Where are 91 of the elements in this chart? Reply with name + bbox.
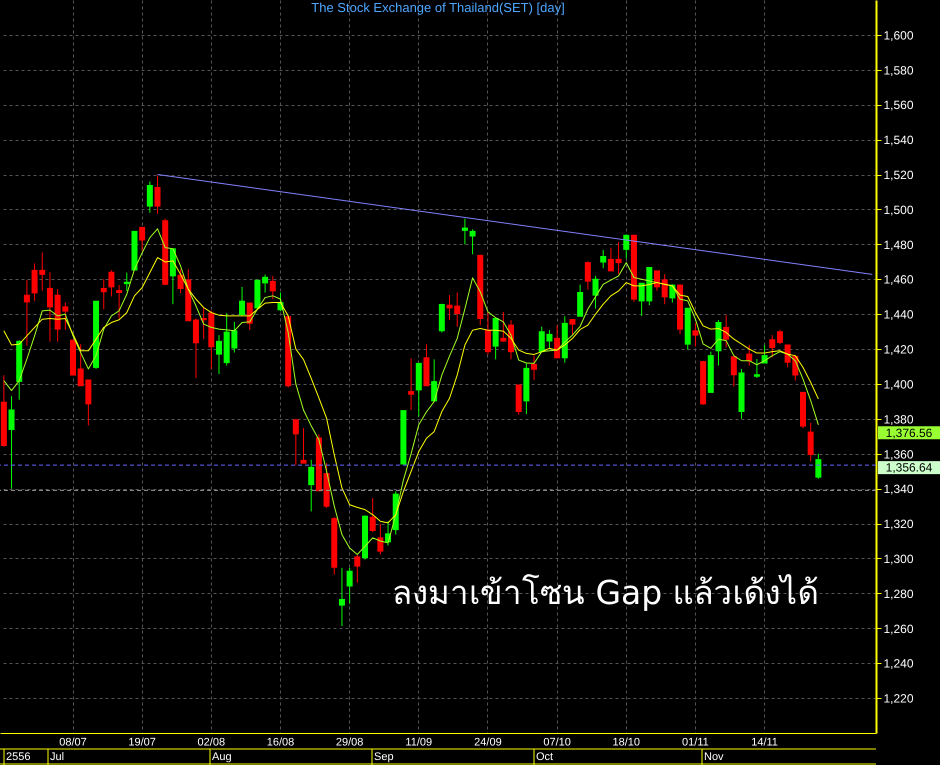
x-tick-label: 16/08 <box>266 736 294 748</box>
candlestick <box>577 284 584 317</box>
candlestick <box>638 282 645 316</box>
candlestick <box>308 459 314 512</box>
candlestick <box>146 181 153 214</box>
y-tick-label: 1,280 <box>884 586 914 601</box>
y-tick-label: 1,340 <box>884 482 914 496</box>
candlestick <box>231 321 238 354</box>
x-tick-label: 11/09 <box>405 736 432 748</box>
candlestick <box>239 286 246 316</box>
candlestick <box>746 344 752 366</box>
y-tick-label: 1,480 <box>884 238 914 252</box>
y-tick-label: 1,260 <box>884 622 914 636</box>
x-tick-label: 14/11 <box>751 736 778 748</box>
candlestick <box>462 218 468 245</box>
y-tick-label: 1,380 <box>884 412 914 426</box>
y-tick-label: 1,360 <box>884 447 914 462</box>
candlestick <box>108 270 114 298</box>
text: Aug <box>212 751 232 763</box>
y-tick-label: 1,420 <box>884 342 914 357</box>
x-tick-label: 19/07 <box>128 736 156 748</box>
candlestick <box>116 284 122 320</box>
candlestick <box>538 326 545 353</box>
candlestick <box>85 379 92 426</box>
text: 1,376.56 <box>886 426 933 440</box>
candlestick <box>354 554 360 584</box>
candlestick <box>270 275 276 300</box>
text: Nov <box>704 751 724 763</box>
candlestick <box>431 358 438 402</box>
candlestick <box>370 498 376 532</box>
candlestick <box>139 226 146 252</box>
y-tick-label: 1,520 <box>884 168 914 182</box>
x-tick-label: 24/09 <box>474 736 502 748</box>
y-tick-label: 1,500 <box>884 202 914 217</box>
candlestick <box>39 252 46 292</box>
y-tick-label: 1,540 <box>884 133 914 148</box>
text: 1,356.64 <box>886 460 933 475</box>
candlestick <box>754 358 760 379</box>
candlestick <box>784 344 791 368</box>
text: 2556 <box>6 751 30 763</box>
candlestick <box>592 275 599 310</box>
candlestick <box>178 268 184 294</box>
y-tick-label: 1,300 <box>884 552 914 566</box>
candlestick <box>32 262 38 302</box>
candlestick <box>292 418 299 466</box>
candlestick <box>300 428 307 464</box>
candlestick <box>62 302 68 330</box>
text: Jul <box>50 751 64 763</box>
x-tick-label: 18/10 <box>612 736 640 748</box>
annotation: ลงมาเข้าโซน Gap แล้วเด้งได้ <box>392 573 819 612</box>
candlestick <box>100 278 107 310</box>
candlestick <box>584 260 591 290</box>
x-tick-label: 01/11 <box>682 736 709 748</box>
candlestick <box>692 322 698 347</box>
line-series <box>3 257 819 524</box>
candlestick <box>8 396 15 490</box>
candlestick <box>623 234 630 260</box>
candlestick <box>730 356 737 388</box>
y-tick-label: 1,560 <box>884 98 914 112</box>
x-tick-label: 02/08 <box>198 736 226 748</box>
candlestick <box>600 249 606 269</box>
candlestick <box>470 228 476 255</box>
y-tick-label: 1,440 <box>884 308 914 322</box>
candlestick <box>484 311 491 355</box>
candlestick <box>124 272 130 292</box>
text: Sep <box>374 751 394 763</box>
y-tick-label: 1,580 <box>884 63 914 78</box>
x-tick-label: 08/07 <box>59 736 87 748</box>
candlestick <box>546 330 552 349</box>
candlestick <box>377 523 384 555</box>
candlestick <box>24 279 30 346</box>
text: Oct <box>536 751 554 763</box>
candlestick <box>815 453 822 480</box>
y-tick-label: 1,220 <box>884 692 914 706</box>
candlestick <box>154 175 161 214</box>
y-tick-label: 1,460 <box>884 272 914 287</box>
candlestick <box>346 567 353 604</box>
candlestick <box>554 324 560 359</box>
line-series <box>3 228 819 555</box>
candlestick <box>408 358 414 410</box>
candlestick <box>531 355 538 380</box>
x-tick-label: 29/08 <box>336 736 364 748</box>
y-tick-label: 1,600 <box>884 28 914 42</box>
candlestick <box>569 319 576 336</box>
candlestick <box>808 422 814 462</box>
candlestick <box>338 567 345 627</box>
y-tick-label: 1,400 <box>884 377 914 392</box>
y-tick-label: 1,240 <box>884 656 914 671</box>
y-tick-label: 1,320 <box>884 517 914 532</box>
chart-title: The Stock Exchange of Thailand(SET) [day] <box>311 0 565 15</box>
x-tick-label: 07/10 <box>543 736 571 748</box>
